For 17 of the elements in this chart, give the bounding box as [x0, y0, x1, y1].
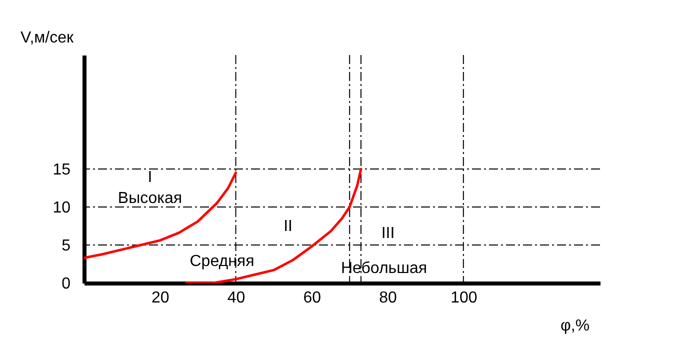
- y-tick-label: 5: [62, 238, 71, 254]
- x-tick-label: 100: [450, 290, 478, 306]
- x-tick-label: 80: [379, 290, 398, 306]
- y-tick-label: 10: [52, 200, 71, 216]
- x-tick-label: 40: [227, 290, 246, 306]
- y-axis-title: V,м/сек: [20, 30, 74, 46]
- annotation: Небольшая: [340, 260, 428, 277]
- annotation: Высокая: [118, 190, 182, 207]
- annotation: Средняя: [190, 253, 254, 270]
- x-axis-title: φ,%: [560, 318, 590, 334]
- x-tick-label: 20: [151, 290, 170, 306]
- y-tick-label: 15: [52, 162, 71, 178]
- y-tick-label: 0: [62, 276, 71, 292]
- annotation: III: [381, 225, 395, 242]
- x-tick-label: 60: [303, 290, 322, 306]
- annotation: II: [284, 218, 292, 235]
- annotation: I: [148, 169, 152, 186]
